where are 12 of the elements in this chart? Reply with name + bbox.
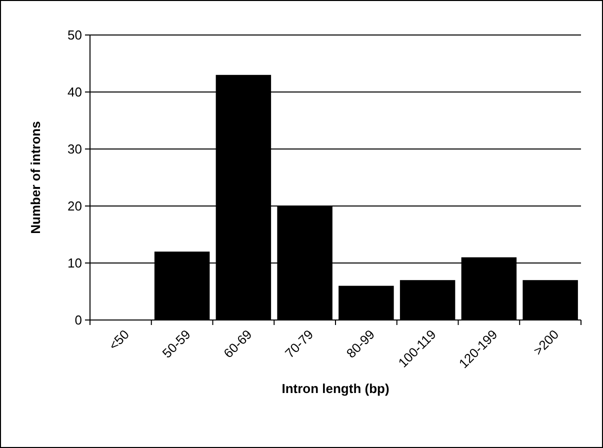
bar [338, 286, 394, 320]
x-tick-label: <50 [106, 326, 132, 353]
x-axis-title: Intron length (bp) [282, 381, 390, 396]
bar [400, 280, 456, 320]
y-axis-title: Number of introns [28, 121, 43, 234]
y-tick-label: 20 [68, 198, 82, 214]
y-tick-label: 50 [68, 28, 82, 43]
y-tick-label: 40 [68, 84, 82, 100]
bar [522, 280, 578, 320]
y-tick-label: 10 [68, 256, 82, 271]
y-tick-label: 30 [68, 142, 82, 157]
y-tick-label: 0 [74, 312, 82, 328]
